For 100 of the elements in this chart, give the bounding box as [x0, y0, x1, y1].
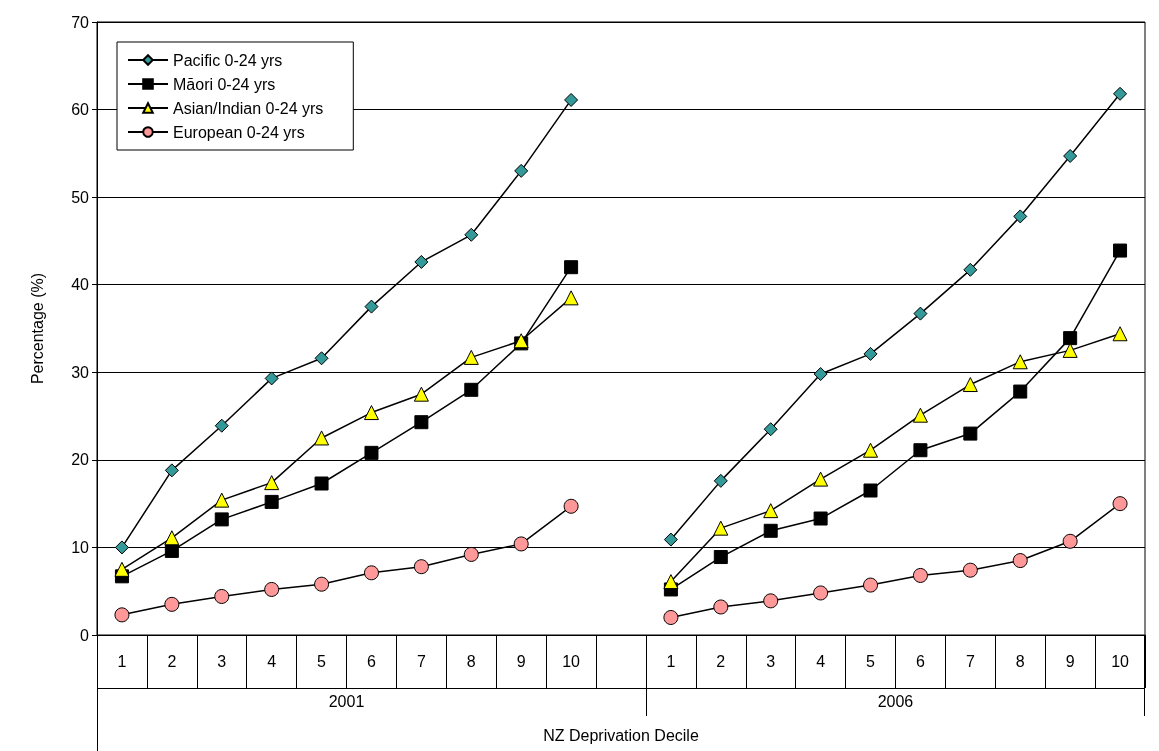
point: [214, 512, 229, 527]
y-tick-label: 10: [71, 538, 90, 556]
y-tick-label: 60: [71, 101, 90, 119]
y-tick-label: 30: [71, 363, 90, 381]
point: [863, 346, 878, 361]
point: [713, 520, 729, 536]
point: [114, 607, 130, 623]
point: [813, 471, 829, 487]
point: [1013, 209, 1028, 224]
y-tick-label: 40: [71, 276, 90, 294]
point: [363, 405, 379, 421]
point: [264, 581, 280, 597]
x-tick-label: 8: [466, 652, 476, 670]
point: [414, 415, 429, 430]
point: [913, 443, 928, 458]
point: [563, 290, 579, 306]
point: [164, 596, 180, 612]
text: 2006: [877, 693, 914, 711]
x-tick-label: 3: [766, 652, 776, 670]
point: [863, 442, 879, 458]
point: [264, 371, 279, 386]
point: [214, 418, 229, 433]
point: [114, 540, 129, 555]
legend-label: Māori 0-24 yrs: [173, 75, 276, 93]
point: [463, 349, 479, 365]
point: [1112, 496, 1128, 512]
point: [514, 163, 529, 178]
point: [1113, 86, 1128, 101]
point: [364, 445, 379, 460]
point: [962, 377, 978, 393]
point: [363, 565, 379, 581]
point: [663, 532, 678, 547]
point: [1062, 533, 1078, 549]
point: [214, 588, 230, 604]
y-tick-label: 20: [71, 451, 90, 469]
point: [414, 254, 429, 269]
point: [314, 476, 329, 491]
point: [813, 511, 828, 526]
point: [962, 562, 978, 578]
legend-label: Pacific 0-24 yrs: [173, 51, 283, 69]
y-axis-title: Percentage (%): [28, 272, 46, 385]
point: [713, 473, 728, 488]
point: [114, 561, 130, 577]
point: [264, 475, 280, 491]
legend-label: Asian/Indian 0-24 yrs: [173, 99, 324, 117]
point: [214, 492, 230, 508]
point: [713, 550, 728, 565]
point: [713, 599, 729, 615]
point: [763, 503, 779, 519]
point: [264, 494, 279, 509]
point: [963, 262, 978, 277]
point: [564, 260, 579, 275]
x-tick-label: 2: [167, 652, 177, 670]
x-tick-label: 6: [367, 652, 377, 670]
point: [314, 430, 330, 446]
point: [1063, 331, 1078, 346]
point: [364, 299, 379, 314]
legend-label: European 0-24 yrs: [173, 123, 305, 141]
point: [513, 536, 529, 552]
point: [464, 382, 479, 397]
point: [1013, 384, 1028, 399]
point: [413, 386, 429, 402]
point: [1012, 354, 1028, 370]
x-tick-label: 9: [1065, 652, 1075, 670]
x-axis-title: NZ Deprivation Decile: [543, 727, 699, 745]
x-tick-label: 4: [816, 652, 826, 670]
point: [813, 367, 828, 382]
point: [1012, 553, 1028, 569]
point: [164, 463, 179, 478]
x-tick-label: 10: [562, 652, 581, 670]
point: [1113, 243, 1128, 258]
x-tick-label: 7: [965, 652, 975, 670]
x-tick-label: 4: [267, 652, 277, 670]
point: [464, 227, 479, 242]
point: [813, 585, 829, 601]
point: [413, 559, 429, 575]
y-tick-label: 0: [80, 626, 90, 644]
point: [164, 530, 180, 546]
x-tick-label: 2: [716, 652, 726, 670]
x-tick-label: 9: [516, 652, 526, 670]
point: [763, 523, 778, 538]
y-tick-label: 50: [71, 188, 90, 206]
x-tick-label: 8: [1015, 652, 1025, 670]
point: [314, 576, 330, 592]
point: [463, 546, 479, 562]
x-tick-label: 5: [866, 652, 876, 670]
point: [912, 567, 928, 583]
point: [1062, 342, 1078, 358]
point: [763, 593, 779, 609]
point: [912, 407, 928, 423]
x-tick-label: 1: [666, 652, 676, 670]
point: [663, 609, 679, 625]
point: [564, 92, 579, 107]
y-tick-label: 70: [71, 13, 90, 31]
point: [863, 483, 878, 498]
point: [763, 422, 778, 437]
x-tick-label: 5: [317, 652, 327, 670]
point: [563, 498, 579, 514]
x-tick-label: 3: [217, 652, 227, 670]
point: [963, 426, 978, 441]
